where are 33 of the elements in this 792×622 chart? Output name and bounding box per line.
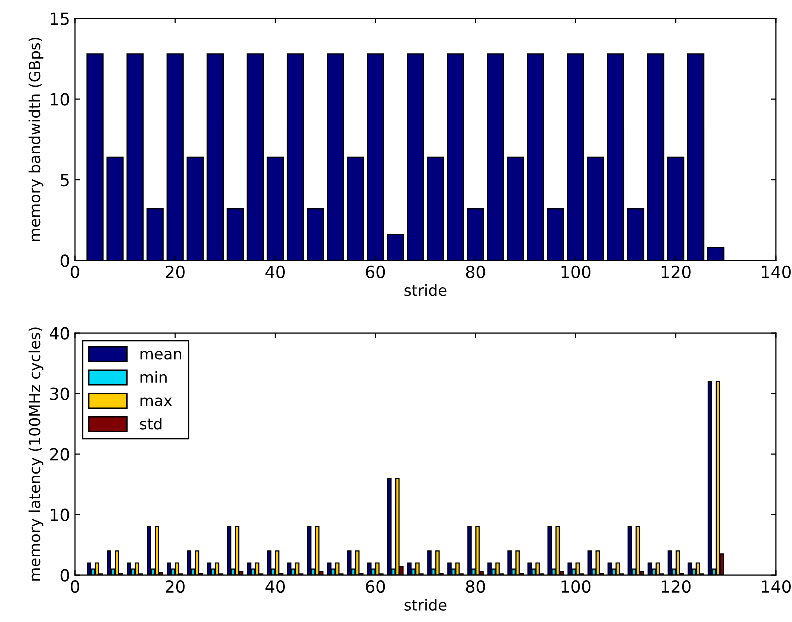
y-tick-label: 30 — [50, 388, 70, 400]
x-tick-label: 100 — [562, 580, 591, 594]
x-axis-title: stride — [404, 284, 447, 296]
y-tick-label: 15 — [51, 12, 69, 26]
x-tick-label: 80 — [466, 580, 486, 594]
x-axis-title: stride — [404, 599, 447, 611]
y-axis-title: memory bandwidth (GBps) — [28, 38, 44, 242]
x-tick-label: 40 — [266, 266, 285, 278]
x-tick-label: 80 — [466, 266, 486, 278]
x-tick-label: 60 — [366, 580, 386, 594]
y-tick-label: 10 — [51, 508, 70, 522]
y-tick-label: 20 — [50, 448, 70, 461]
x-tick-label: 20 — [166, 266, 185, 278]
x-tick-label: 120 — [662, 266, 691, 278]
x-tick-label: 60 — [366, 266, 386, 278]
legend-label: std — [140, 418, 162, 430]
x-tick-label: 20 — [166, 580, 185, 594]
x-tick-label: 140 — [762, 580, 791, 594]
x-tick-label: 40 — [266, 580, 285, 594]
y-tick-label: 0 — [60, 254, 70, 268]
y-tick-label: 10 — [51, 93, 70, 106]
legend-label: mean — [140, 351, 182, 360]
x-tick-label: 0 — [71, 580, 80, 594]
y-tick-label: 40 — [50, 327, 70, 340]
y-axis-title: memory latency (100MHz cycles) — [28, 328, 44, 581]
x-tick-label: 0 — [71, 266, 80, 278]
x-tick-label: 140 — [762, 266, 791, 278]
legend-label: min — [140, 371, 167, 383]
x-tick-label: 120 — [662, 580, 691, 594]
y-tick-label: 0 — [60, 569, 70, 582]
x-tick-label: 100 — [562, 266, 591, 278]
legend-label: max — [140, 398, 172, 406]
y-tick-label: 5 — [61, 174, 69, 187]
